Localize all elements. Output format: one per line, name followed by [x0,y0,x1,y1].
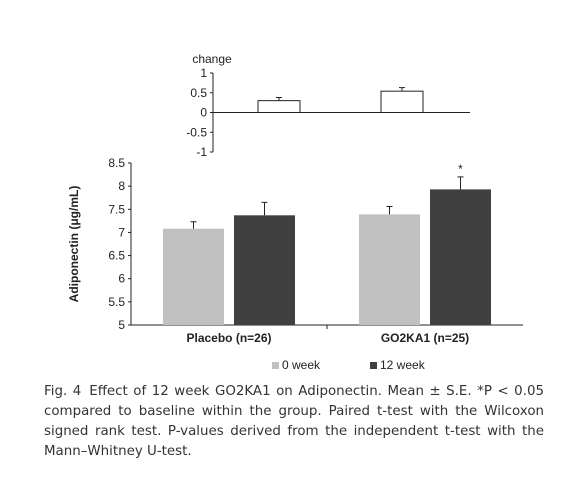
change-y-tick-label: 0.5 [190,86,207,100]
figure-svg: 1 0.5 0 -0.5 -1 change 8.5 8 7.5 7 6.5 6 5.5 5 Adipon… [67,52,523,372]
main-bar [234,215,295,325]
legend-label: 0 week [282,358,321,372]
main-y-tick-label: 5 [118,318,125,332]
change-y-tick-label: 0 [200,106,207,120]
adiponectin-panel: 8.5 8 7.5 7 6.5 6 5.5 5 Adiponectin (μg/mL) Place… [67,156,523,345]
main-y-tick-label: 7.5 [108,202,125,216]
main-y-axis-label: Adiponectin (μg/mL) [67,186,81,303]
change-bar [257,100,301,114]
change-y-tick-label: -1 [196,145,207,159]
main-y-tick-label: 8.5 [108,156,125,170]
main-y-tick-label: 5.5 [108,295,125,309]
figure-caption: Fig. 4 Effect of 12 week GO2KA1 on Adipon… [44,382,544,462]
change-title: change [192,52,232,66]
main-category-label: GO2KA1 (n=25) [381,331,469,345]
main-bar [359,214,420,325]
main-bar [430,189,491,325]
legend-label: 12 week [380,358,426,372]
legend-swatch [370,362,377,369]
main-y-tick-label: 8 [118,179,125,193]
main-y-tick-label: 7 [118,225,125,239]
significance-marker: * [458,162,463,176]
legend-swatch [272,362,279,369]
main-y-tick-label: 6 [118,272,125,286]
change-y-tick-label: 1 [200,66,207,80]
change-bar [380,90,424,113]
change-panel: 1 0.5 0 -0.5 -1 change [186,52,470,159]
change-y-tick-label: -0.5 [186,125,207,139]
main-y-tick-label: 6.5 [108,249,125,263]
main-bar [163,228,224,325]
caption-text: Effect of 12 week GO2KA1 on Adiponectin.… [44,384,544,459]
legend: 0 week 12 week [272,358,426,372]
caption-label: Fig. 4 [44,384,82,399]
main-category-label: Placebo (n=26) [186,331,271,345]
